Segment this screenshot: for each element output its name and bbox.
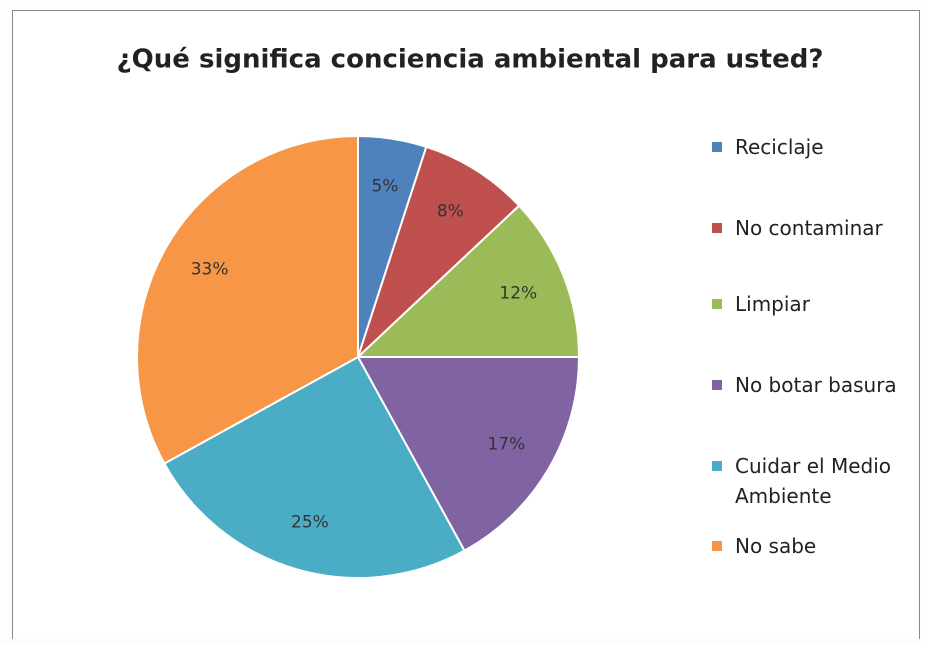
data-label: 17% (487, 435, 525, 455)
legend-label: Cuidar el Medio Ambiente (735, 454, 891, 508)
legend-swatch (712, 299, 722, 309)
legend-label: No sabe (735, 534, 817, 558)
legend-label: No botar basura (735, 373, 897, 397)
chart-title: ¿Qué significa conciencia ambiental para… (117, 45, 824, 75)
legend-swatch (712, 142, 722, 152)
data-label: 5% (371, 177, 398, 197)
legend-label: Reciclaje (735, 135, 824, 159)
data-label: 12% (499, 284, 537, 304)
data-label: 25% (291, 513, 329, 533)
data-label: 8% (437, 201, 464, 221)
pie-slice (356, 356, 581, 553)
legend-label: No contaminar (735, 216, 883, 240)
pie-slice (136, 134, 359, 465)
legend-swatch (712, 223, 722, 233)
pie-slice (355, 204, 581, 358)
data-label: 33% (191, 259, 229, 279)
legend-swatch (712, 541, 722, 551)
legend-label: Limpiar (735, 292, 810, 316)
pie-slice (357, 145, 521, 358)
pie-slice (162, 355, 466, 579)
legend-swatch (712, 380, 722, 390)
legend-swatch (712, 461, 722, 471)
